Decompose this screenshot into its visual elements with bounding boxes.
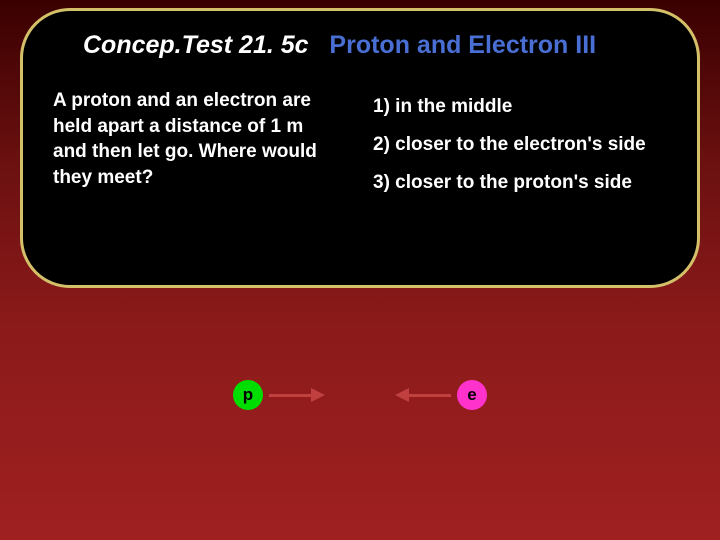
- proton-arrow-icon: [269, 388, 325, 402]
- options-list: 1) in the middle 2) closer to the electr…: [373, 88, 646, 202]
- electron-particle: e: [457, 380, 487, 410]
- slide-title: Concep.Test 21. 5c Proton and Electron I…: [83, 31, 667, 60]
- option-2: 2) closer to the electron's side: [373, 126, 646, 164]
- proton-particle: p: [233, 380, 263, 410]
- electron-arrow-icon: [395, 388, 451, 402]
- proton-group: p: [233, 380, 325, 410]
- question-card: Concep.Test 21. 5c Proton and Electron I…: [20, 8, 700, 288]
- particle-diagram: p e: [0, 380, 720, 410]
- electron-group: e: [395, 380, 487, 410]
- title-prefix: Concep.Test 21. 5c: [83, 31, 309, 59]
- option-3: 3) closer to the proton's side: [373, 164, 646, 202]
- title-topic: Proton and Electron III: [329, 31, 596, 59]
- option-1: 1) in the middle: [373, 88, 646, 126]
- content-row: A proton and an electron are held apart …: [53, 88, 667, 202]
- question-text: A proton and an electron are held apart …: [53, 88, 333, 202]
